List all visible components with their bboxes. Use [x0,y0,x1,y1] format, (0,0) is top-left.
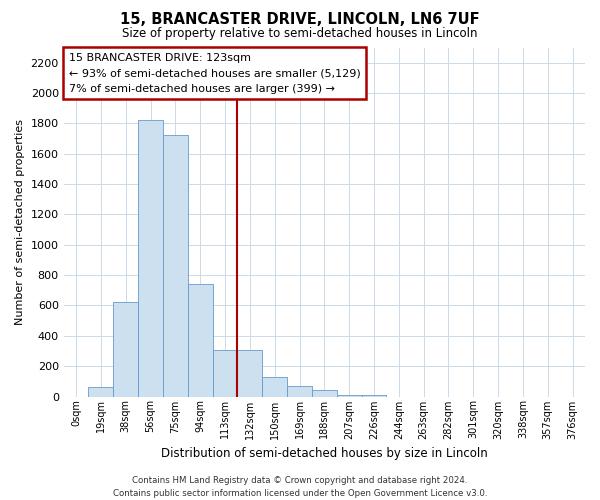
Bar [337,395,362,396]
Bar [113,302,138,396]
Bar [188,284,212,397]
Text: 15, BRANCASTER DRIVE, LINCOLN, LN6 7UF: 15, BRANCASTER DRIVE, LINCOLN, LN6 7UF [120,12,480,28]
Text: Size of property relative to semi-detached houses in Lincoln: Size of property relative to semi-detach… [122,28,478,40]
Text: Contains HM Land Registry data © Crown copyright and database right 2024.
Contai: Contains HM Land Registry data © Crown c… [113,476,487,498]
Bar [312,390,337,396]
Bar [212,350,238,397]
Bar [362,395,386,396]
X-axis label: Distribution of semi-detached houses by size in Lincoln: Distribution of semi-detached houses by … [161,447,488,460]
Bar [287,386,312,396]
Bar [262,377,287,396]
Bar [238,350,262,397]
Bar [88,388,113,396]
Bar [163,135,188,396]
Text: 15 BRANCASTER DRIVE: 123sqm
← 93% of semi-detached houses are smaller (5,129)
7%: 15 BRANCASTER DRIVE: 123sqm ← 93% of sem… [69,52,361,94]
Bar [138,120,163,396]
Y-axis label: Number of semi-detached properties: Number of semi-detached properties [15,119,25,325]
